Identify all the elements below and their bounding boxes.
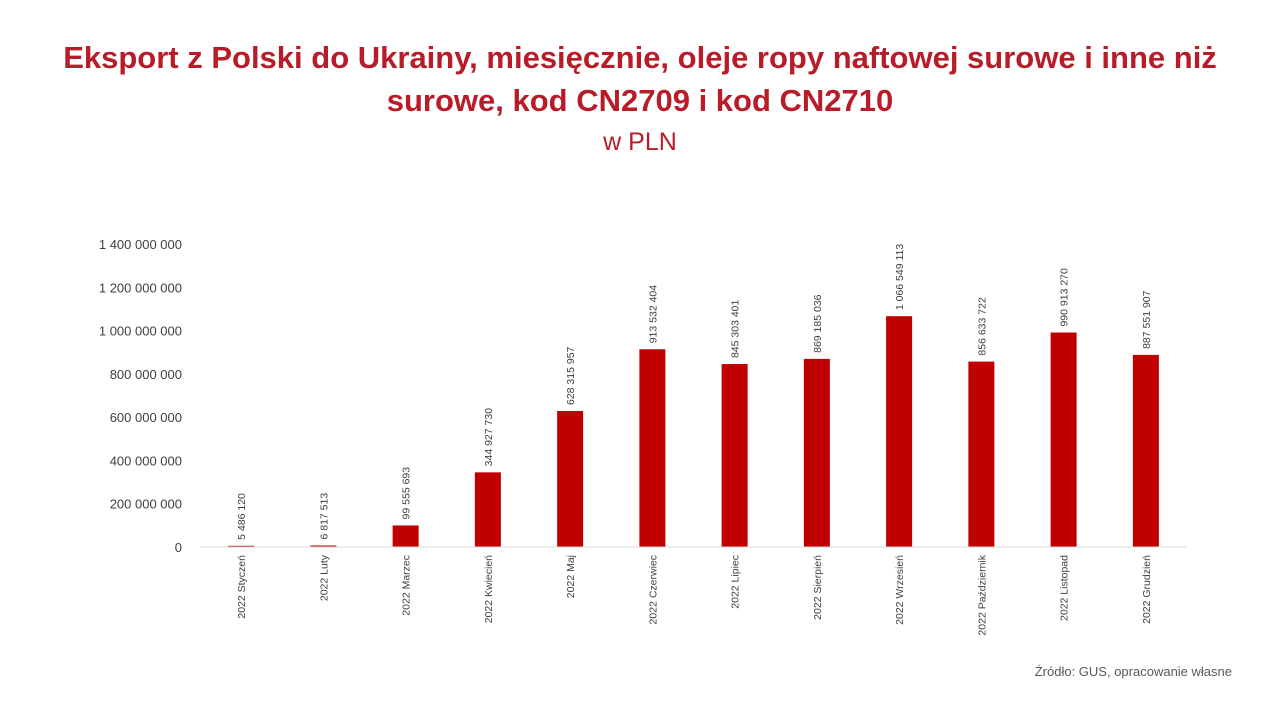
y-tick-label: 600 000 000 bbox=[110, 410, 182, 425]
x-tick-label: 2022 Czerwiec bbox=[647, 555, 659, 624]
y-tick-label: 400 000 000 bbox=[110, 453, 182, 468]
data-label: 856 633 722 bbox=[976, 297, 988, 356]
x-tick-label: 2022 Wrzesień bbox=[894, 555, 906, 625]
bar bbox=[886, 316, 913, 547]
x-tick-label: 2022 Lipiec bbox=[730, 555, 742, 609]
x-tick-label: 2022 Maj bbox=[565, 555, 577, 598]
data-label: 887 551 907 bbox=[1141, 290, 1153, 349]
y-tick-label: 1 000 000 000 bbox=[99, 324, 182, 339]
data-label: 99 555 693 bbox=[401, 467, 413, 520]
bar bbox=[1132, 354, 1159, 547]
data-label: 845 303 401 bbox=[730, 300, 742, 359]
data-label: 6 817 513 bbox=[318, 493, 330, 540]
y-tick-label: 800 000 000 bbox=[110, 367, 182, 382]
y-tick-label: 0 bbox=[175, 540, 182, 555]
bar bbox=[392, 525, 419, 547]
bar bbox=[228, 545, 255, 547]
data-label: 913 532 404 bbox=[647, 285, 659, 344]
bar bbox=[557, 411, 584, 547]
x-tick-label: 2022 Październik bbox=[976, 554, 988, 635]
source-note: Źródło: GUS, opracowanie własne bbox=[1034, 664, 1232, 679]
bar bbox=[721, 364, 748, 547]
x-tick-label: 2022 Luty bbox=[318, 554, 330, 601]
bar bbox=[474, 472, 501, 547]
chart-subtitle: w PLN bbox=[603, 128, 677, 156]
x-tick-label: 2022 Styczeń bbox=[236, 555, 248, 619]
x-tick-label: 2022 Listopad bbox=[1059, 555, 1071, 621]
data-label: 628 315 957 bbox=[565, 346, 577, 405]
data-label: 1 066 549 113 bbox=[894, 244, 906, 311]
x-tick-label: 2022 Kwiecień bbox=[483, 555, 495, 623]
bar bbox=[1050, 332, 1077, 547]
y-tick-label: 1 200 000 000 bbox=[99, 280, 182, 295]
data-label: 869 185 036 bbox=[812, 294, 824, 353]
bar bbox=[803, 358, 830, 547]
x-tick-label: 2022 Sierpień bbox=[812, 555, 824, 620]
bar bbox=[639, 349, 666, 547]
bar bbox=[968, 361, 995, 547]
y-tick-label: 1 400 000 000 bbox=[99, 237, 182, 252]
y-tick-label: 200 000 000 bbox=[110, 497, 182, 512]
chart-title: Eksport z Polski do Ukrainy, miesięcznie… bbox=[63, 40, 1217, 118]
data-label: 344 927 730 bbox=[483, 408, 495, 467]
data-label: 5 486 120 bbox=[236, 493, 248, 540]
x-tick-label: 2022 Marzec bbox=[401, 555, 413, 616]
data-label: 990 913 270 bbox=[1059, 268, 1071, 327]
bar bbox=[310, 545, 337, 547]
x-tick-label: 2022 Grudzień bbox=[1141, 555, 1153, 624]
